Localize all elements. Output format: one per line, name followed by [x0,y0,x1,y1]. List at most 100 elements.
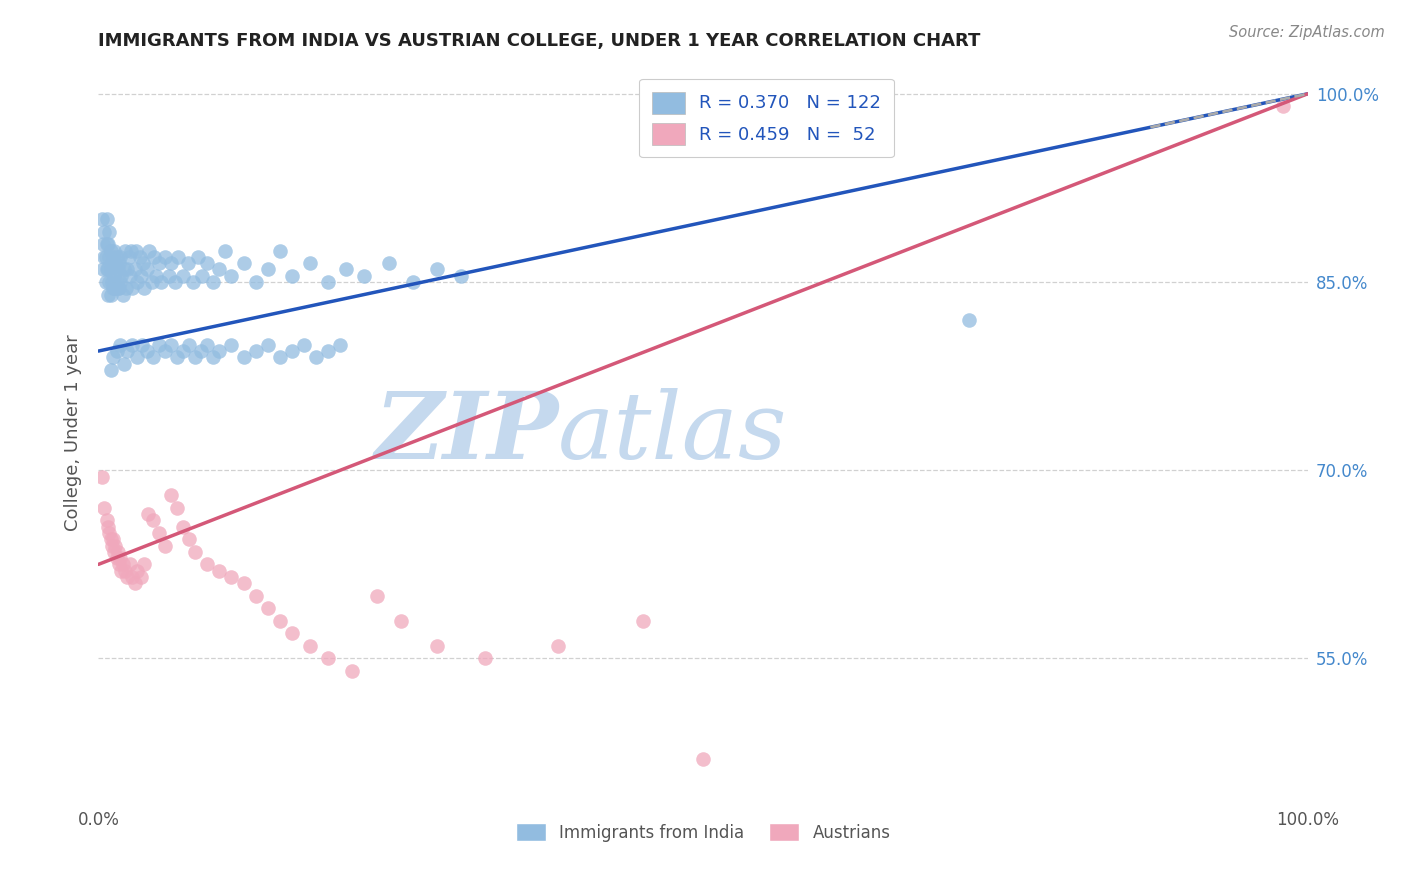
Point [148,256,170,270]
Point [281,344,304,359]
Point [366,589,388,603]
Point [105,344,128,359]
Point [121,281,143,295]
Point [329,338,352,352]
Point [98,526,121,541]
Point [127,564,149,578]
Point [353,268,375,283]
Point [108,281,131,295]
Point [184,351,207,365]
Point [127,351,149,365]
Point [97,237,120,252]
Point [93,500,115,515]
Point [97,262,120,277]
Point [104,256,127,270]
Point [105,275,128,289]
Point [120,244,142,258]
Point [96,262,118,277]
Point [132,256,155,270]
Point [129,268,152,283]
Point [179,533,201,547]
Point [172,520,194,534]
Point [100,256,122,270]
Point [142,513,165,527]
Point [134,281,156,295]
Point [299,639,322,653]
Point [91,237,114,252]
Point [100,262,122,277]
Point [232,256,254,270]
Point [177,256,200,270]
Point [335,262,357,277]
Point [108,250,131,264]
Point [97,287,120,301]
Point [1272,99,1295,113]
Point [103,545,125,559]
Point [108,256,131,270]
Point [153,539,176,553]
Point [692,752,714,766]
Point [121,338,143,352]
Point [118,558,141,572]
Point [136,507,159,521]
Point [105,250,128,264]
Point [142,351,165,365]
Point [91,212,114,227]
Point [100,287,122,301]
Point [160,256,183,270]
Point [957,312,980,326]
Point [389,614,412,628]
Text: IMMIGRANTS FROM INDIA VS AUSTRIAN COLLEGE, UNDER 1 YEAR CORRELATION CHART: IMMIGRANTS FROM INDIA VS AUSTRIAN COLLEG… [98,32,981,50]
Point [108,338,131,352]
Point [316,651,339,665]
Point [245,344,267,359]
Point [281,626,304,640]
Point [100,363,122,377]
Point [145,268,167,283]
Point [134,558,156,572]
Point [245,589,267,603]
Point [115,281,138,295]
Point [631,614,654,628]
Point [269,614,291,628]
Point [474,651,496,665]
Point [107,281,129,295]
Point [166,351,188,365]
Point [184,545,207,559]
Point [143,250,166,264]
Point [172,344,194,359]
Point [202,351,225,365]
Point [94,275,117,289]
Point [426,639,449,653]
Point [450,268,472,283]
Point [195,558,218,572]
Point [342,664,364,678]
Point [190,344,212,359]
Point [141,275,163,289]
Point [98,250,121,264]
Point [107,262,129,277]
Text: Source: ZipAtlas.com: Source: ZipAtlas.com [1229,25,1385,40]
Point [100,275,122,289]
Point [547,639,569,653]
Point [103,244,125,258]
Point [153,344,176,359]
Point [166,500,188,515]
Point [256,338,278,352]
Point [221,338,243,352]
Y-axis label: College, Under 1 year: College, Under 1 year [65,334,83,531]
Point [114,564,136,578]
Point [104,281,127,295]
Point [101,533,124,547]
Point [128,250,150,264]
Point [148,526,170,541]
Point [160,488,183,502]
Point [305,351,328,365]
Point [195,256,218,270]
Point [114,244,136,258]
Point [127,275,149,289]
Point [124,576,146,591]
Point [118,250,141,264]
Point [221,268,243,283]
Point [256,262,278,277]
